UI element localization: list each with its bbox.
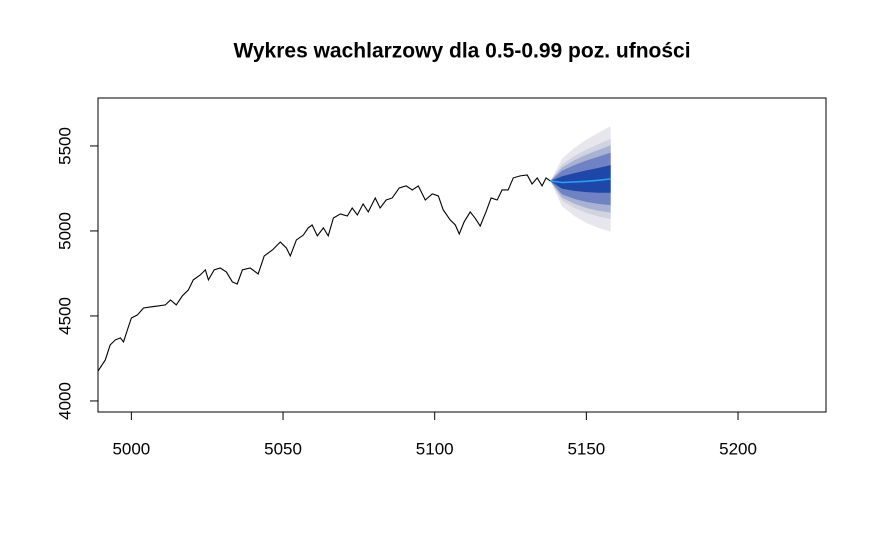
y-tick-label: 5000 [55, 212, 74, 250]
x-tick-label: 5150 [567, 439, 605, 458]
median-line [550, 178, 611, 184]
y-tick-label: 5500 [55, 127, 74, 165]
plot-box [97, 97, 827, 413]
chart-title: Wykres wachlarzowy dla 0.5-0.99 poz. ufn… [233, 40, 690, 63]
x-tick-label: 5050 [264, 439, 302, 458]
fan-band [550, 165, 611, 193]
x-tick-label: 5100 [416, 439, 454, 458]
y-tick-label: 4500 [55, 297, 74, 335]
x-tick-label: 5000 [112, 439, 150, 458]
x-tick-label: 5200 [719, 439, 757, 458]
line [97, 174, 551, 372]
y-tick-label: 4000 [55, 382, 74, 420]
